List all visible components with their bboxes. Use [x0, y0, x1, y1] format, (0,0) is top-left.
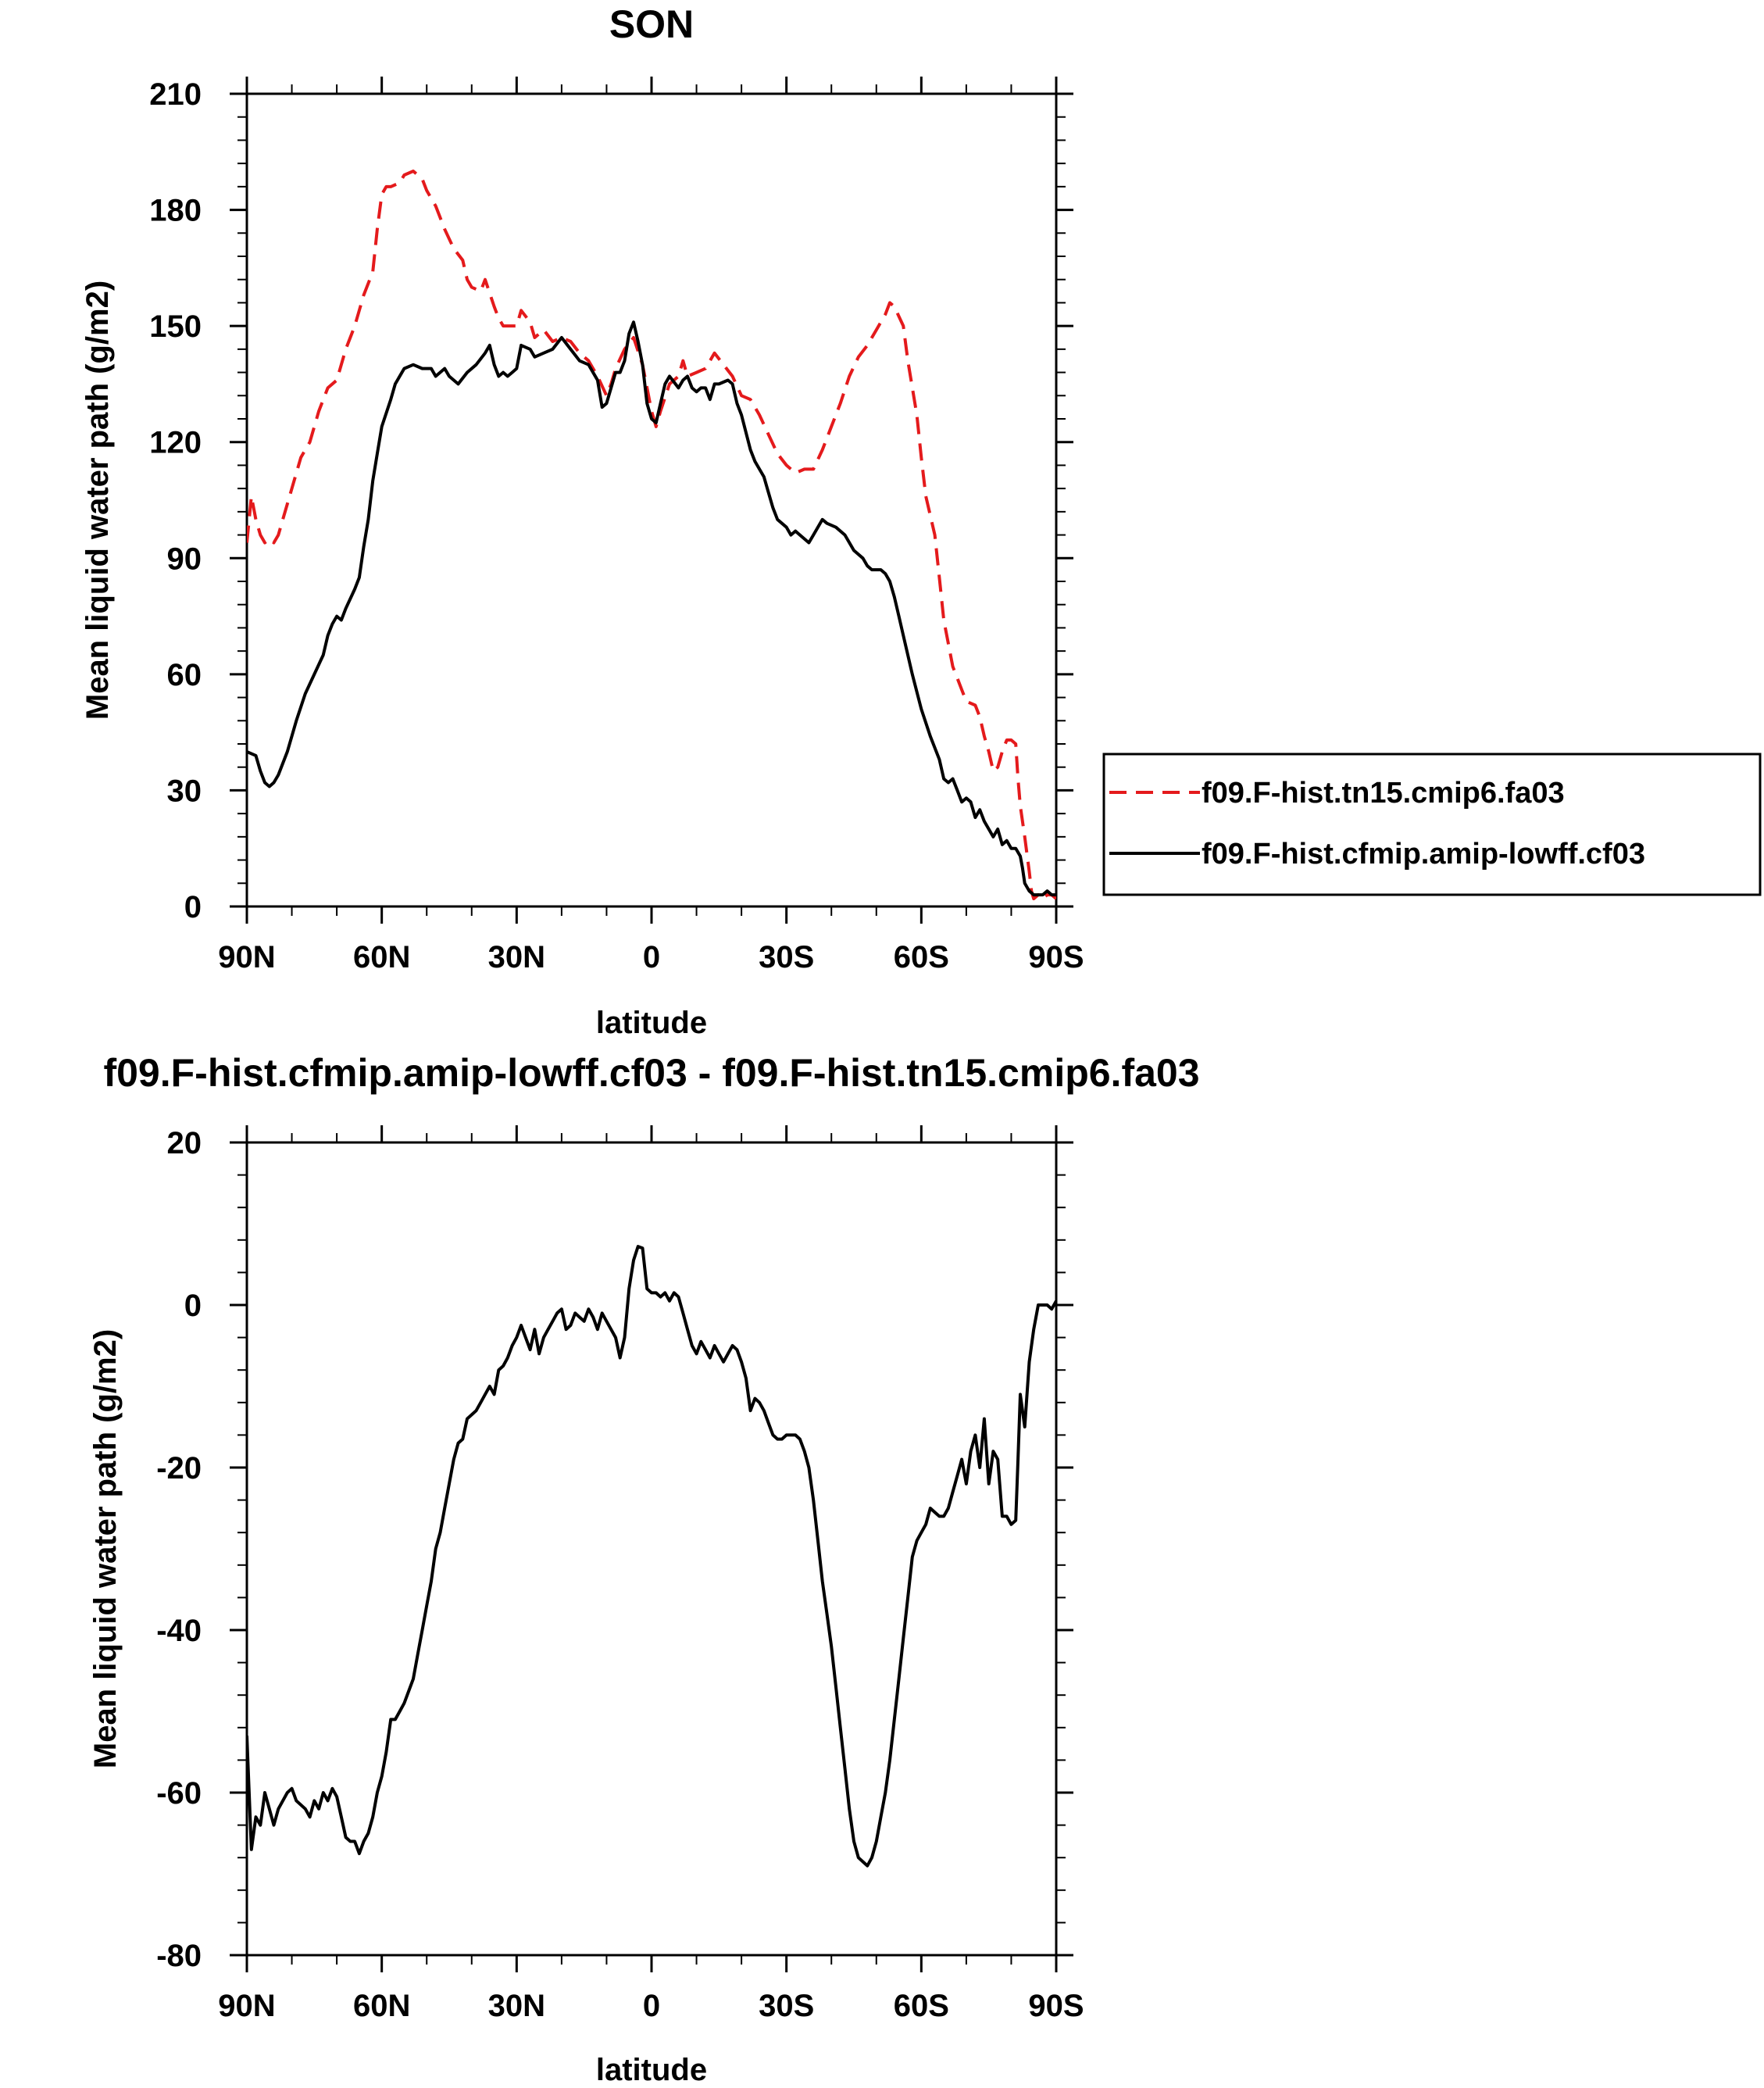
top-chart-title: SON	[609, 2, 694, 46]
bottom-y-tick-label: -80	[156, 1939, 202, 1973]
bottom-y-tick-label: -40	[156, 1614, 202, 1648]
top-x-tick-label: 30S	[759, 940, 814, 974]
bottom-x-tick-label: 90N	[218, 1989, 275, 2023]
bottom-x-tick-label: 30N	[488, 1989, 545, 2023]
bottom-y-tick-label: 0	[184, 1289, 202, 1323]
top-y-tick-labels: 0 30 60 90 120 150 180 210	[149, 77, 202, 924]
top-x-tick-label: 30N	[488, 940, 545, 974]
bottom-ticks	[230, 1125, 1073, 1972]
top-y-tick-label: 120	[149, 426, 202, 460]
top-y-tick-label: 90	[167, 542, 202, 576]
top-y-axis-label: Mean liquid water path (g/m2)	[80, 281, 115, 720]
top-series-tn15-line	[247, 170, 1056, 901]
legend-box	[1102, 753, 1762, 896]
top-y-tick-label: 0	[184, 890, 202, 924]
top-x-tick-label: 60N	[353, 940, 410, 974]
top-x-tick-label: 0	[643, 940, 660, 974]
top-x-axis-label: latitude	[596, 1006, 707, 1040]
top-y-tick-label: 180	[149, 194, 202, 228]
top-plot-frame	[245, 92, 1058, 908]
bottom-x-axis-label: latitude	[596, 2053, 707, 2087]
legend-label-tn15: f09.F-hist.tn15.cmip6.fa03	[1202, 777, 1565, 810]
bottom-x-tick-label: 0	[643, 1989, 660, 2023]
bottom-x-tick-label: 60N	[353, 1989, 410, 2023]
top-chart: SON 0 30 60 90 120 150 180 210 90N 60N 30N 0 30S 60S…	[80, 2, 1762, 1040]
top-x-tick-label: 90S	[1028, 940, 1084, 974]
bottom-chart: f09.F-hist.cfmip.amip-lowff.cf03 - f09.F…	[88, 1051, 1200, 2087]
top-x-tick-label: 60S	[894, 940, 949, 974]
legend: f09.F-hist.tn15.cmip6.fa03 f09.F-hist.cf…	[1102, 753, 1762, 896]
top-y-tick-label: 60	[167, 658, 202, 692]
top-ticks	[230, 77, 1073, 924]
top-y-tick-label: 30	[167, 774, 202, 808]
top-series-cfmip-line	[247, 320, 1056, 897]
top-x-tick-labels: 90N 60N 30N 0 30S 60S 90S	[218, 940, 1084, 974]
bottom-x-tick-labels: 90N 60N 30N 0 30S 60S 90S	[218, 1989, 1084, 2023]
bottom-y-tick-label: -60	[156, 1776, 202, 1811]
bottom-y-tick-label: 20	[167, 1126, 202, 1160]
bottom-y-tick-label: -20	[156, 1451, 202, 1486]
top-y-tick-label: 150	[149, 309, 202, 344]
top-x-tick-label: 90N	[218, 940, 275, 974]
bottom-x-tick-label: 60S	[894, 1989, 949, 2023]
bottom-y-axis-label: Mean liquid water path (g/m2)	[88, 1329, 123, 1768]
legend-label-cfmip: f09.F-hist.cfmip.amip-lowff.cf03	[1202, 838, 1645, 871]
bottom-x-tick-label: 30S	[759, 1989, 814, 2023]
bottom-y-tick-labels: -80 -60 -40 -20 0 20	[156, 1126, 202, 1973]
bottom-difference-line	[247, 1245, 1056, 1868]
top-y-tick-label: 210	[149, 77, 202, 112]
bottom-x-tick-label: 90S	[1028, 1989, 1084, 2023]
bottom-chart-title: f09.F-hist.cfmip.amip-lowff.cf03 - f09.F…	[103, 1051, 1199, 1095]
